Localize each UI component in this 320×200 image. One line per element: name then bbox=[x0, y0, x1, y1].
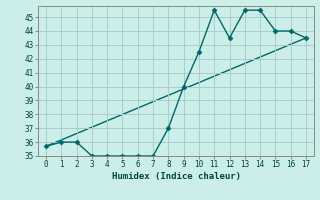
X-axis label: Humidex (Indice chaleur): Humidex (Indice chaleur) bbox=[111, 172, 241, 181]
